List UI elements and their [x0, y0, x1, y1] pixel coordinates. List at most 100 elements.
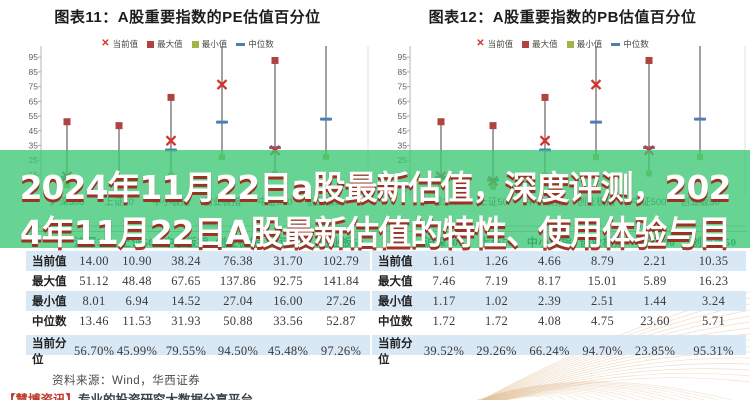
table-cell: 16.00: [273, 293, 303, 308]
legend-marker-square: [566, 40, 574, 48]
row-label: 当前分位: [32, 338, 67, 366]
table-cell: 10.90: [122, 253, 152, 268]
legend-item: ✕ 当前值: [476, 38, 513, 50]
legend-label: 当前值: [487, 39, 514, 49]
table-cell: 76.38: [223, 253, 253, 268]
legend-item: 最小值: [566, 38, 603, 50]
y-tick-label: 95: [29, 52, 39, 62]
table-cell: 23.60: [640, 313, 670, 328]
table-row: 中位数 13.46 11.53 31.93 50.88 33.56 52.87: [26, 311, 370, 331]
row-label: 最小值: [378, 296, 413, 308]
table-cell: 33.56: [273, 313, 303, 328]
marker-max: [167, 93, 175, 101]
legend-label: 最小值: [576, 39, 603, 49]
table-row: 当前分位 39.52% 29.26% 66.24% 94.70% 23.85% 95.31%: [372, 335, 746, 366]
legend-label: 最大值: [532, 39, 558, 49]
table-cell: 1.26: [484, 253, 509, 268]
table-cell: 8.01: [82, 293, 106, 308]
row-label: 最小值: [32, 296, 67, 308]
marker-median: [320, 117, 332, 121]
row-label: 当前值: [378, 256, 413, 268]
marker-max: [63, 118, 71, 126]
table-cell: 2.51: [590, 293, 615, 308]
table-cell: 39.52%: [423, 343, 465, 358]
footer-brand: 【慧博资讯】: [3, 393, 79, 400]
table-cell: 102.79: [322, 253, 360, 268]
table-cell: 14.52: [171, 293, 201, 308]
table-row: 当前值 1.61 1.26 4.66 8.79 2.21 10.35: [372, 251, 746, 271]
y-tick-label: 65: [398, 96, 408, 106]
legend-label: 当前值: [112, 39, 139, 49]
table-row: 最大值 51.12 48.48 67.65 137.86 92.75 141.84: [26, 271, 370, 291]
table-cell: 4.08: [537, 313, 562, 328]
legend-label: 最小值: [201, 39, 228, 49]
table-cell: 79.55%: [165, 343, 207, 358]
legend-item: 最小值: [191, 38, 228, 50]
row-label: 中位数: [378, 316, 413, 328]
table-cell: 2.21: [643, 253, 667, 268]
table-cell: 137.86: [219, 273, 257, 288]
table-cell: 23.85%: [634, 343, 676, 358]
y-tick-label: 85: [29, 67, 39, 77]
row-label: 当前分位: [378, 338, 413, 366]
legend-label: 中位数: [248, 39, 274, 49]
table-row: 最小值 1.17 1.02 2.39 2.51 1.44 3.24: [372, 291, 746, 311]
marker-median: [694, 117, 706, 121]
chart-title-pe: 图表11：A股重要指数的PE估值百分位: [54, 9, 321, 26]
table-cell: 8.17: [537, 273, 562, 288]
table-cell: 45.99%: [116, 343, 158, 358]
source-note: 资料来源：Wind，华西证券: [52, 375, 201, 387]
y-tick-label: 55: [29, 111, 39, 121]
table-cell: 8.79: [590, 253, 615, 268]
table-cell: 92.75: [273, 273, 303, 288]
marker-max: [541, 93, 549, 101]
marker-max: [645, 56, 653, 64]
table-cell: 51.12: [79, 273, 109, 288]
y-tick-label: 55: [398, 111, 408, 121]
table-cell: 67.65: [171, 273, 201, 288]
legend-item: 最大值: [522, 38, 558, 50]
marker-max: [271, 56, 279, 64]
y-tick-label: 35: [398, 140, 408, 150]
marker-current: [539, 135, 551, 147]
legend-label: 中位数: [623, 39, 649, 49]
table-cell: 1.61: [432, 253, 456, 268]
marker-max: [115, 122, 123, 130]
y-tick-label: 65: [29, 96, 39, 106]
table-cell: 10.35: [698, 253, 729, 268]
legend-item: 中位数: [611, 38, 649, 50]
table-cell: 50.88: [223, 313, 253, 328]
table-cell: 97.26%: [320, 343, 362, 358]
caption-overlay-band: [0, 150, 750, 248]
table-cell: 1.72: [432, 313, 456, 328]
table-row: 当前值 14.00 10.90 38.24 76.38 31.70 102.79: [26, 251, 370, 271]
table-cell: 38.24: [171, 253, 201, 268]
row-label: 最大值: [378, 276, 413, 288]
caption-line-1: 2024年11月22日a股最新估值，深度评测，202: [19, 168, 732, 207]
table-cell: 31.70: [273, 253, 303, 268]
row-label: 当前值: [32, 256, 67, 268]
table-cell: 56.70%: [74, 343, 115, 358]
marker-max: [437, 118, 445, 126]
legend-item: 最大值: [147, 38, 183, 50]
table-row: 当前分位 56.70% 45.99% 79.55% 94.50% 45.48% 97.26%: [26, 335, 370, 366]
legend-item: ✕ 当前值: [101, 38, 138, 50]
marker-median: [216, 120, 228, 124]
chart-legend: ✕ 当前值 最大值 最小值 中位数: [375, 38, 750, 50]
legend-marker-x: ✕: [101, 38, 110, 49]
footer-tagline-text: 专业的投资研究大数据分享平台: [78, 393, 254, 400]
marker-current: [590, 79, 602, 90]
table-cell: 7.46: [432, 273, 456, 288]
table-cell: 141.84: [322, 273, 360, 288]
marker-current: [165, 135, 177, 147]
marker-current: [216, 79, 228, 90]
table-cell: 14.00: [79, 253, 109, 268]
table-cell: 31.93: [171, 313, 201, 328]
legend-marker-x: ✕: [476, 38, 485, 49]
y-tick-label: 85: [398, 67, 408, 77]
table-cell: 27.26: [326, 293, 356, 308]
legend-marker-square: [147, 40, 155, 48]
legend-label: 最大值: [157, 39, 183, 49]
table-cell: 95.31%: [693, 343, 734, 358]
table-cell: 15.01: [587, 273, 618, 288]
